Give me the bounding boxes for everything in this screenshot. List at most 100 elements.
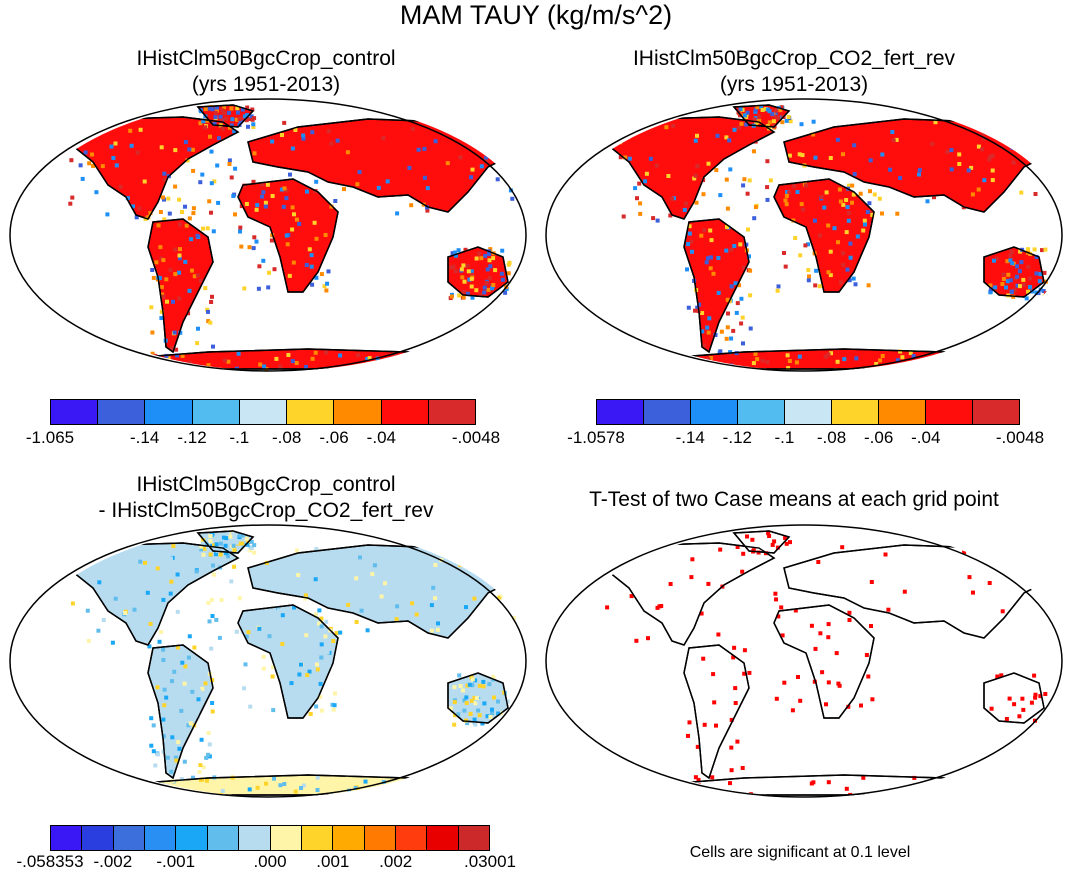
grid-cell [101,618,106,622]
grid-cell [863,222,867,227]
grid-cell [470,554,475,559]
grid-cell [358,555,362,560]
colorbar-swatch-5 [832,400,879,424]
grid-cell [482,285,487,290]
coastline [732,104,791,128]
grid-cell [250,107,255,112]
grid-cell [240,533,245,538]
grid-cell [161,597,166,602]
grid-cell [1042,545,1047,550]
grid-cell [500,248,505,253]
grid-cell [198,763,203,768]
grid-cell [247,117,252,121]
grid-cell [509,565,513,570]
grid-cell [1033,192,1038,196]
grid-cell [199,737,204,742]
colorbar-swatch-8 [428,400,475,424]
grid-cell [702,228,707,233]
map-panel-4 [545,524,1063,798]
grid-cell [1043,692,1048,696]
grid-cell [209,149,214,154]
grid-cell [482,701,487,706]
grid-cell [472,717,477,722]
grid-cell [811,119,816,124]
grid-cell [738,107,743,112]
grid-cell [1028,285,1032,290]
grid-cell [684,201,688,206]
grid-cell [158,245,163,250]
grid-cell [419,793,423,797]
grid-cell [458,684,463,688]
grid-cell [976,187,981,192]
colorbar-tick-label: -.002 [93,852,133,871]
grid-cell [172,330,177,335]
grid-cell [1021,277,1026,282]
grid-cell [469,698,474,703]
grid-cell [988,287,993,292]
grid-cell [500,161,505,166]
grid-cell [476,708,481,713]
grid-cell [191,775,195,780]
grid-cell [208,534,213,539]
grid-cell [173,184,178,189]
grid-cell [201,226,205,231]
grid-cell [433,139,438,144]
grid-cell [482,290,487,295]
grid-cell [199,778,204,782]
grid-cell [323,233,328,237]
grid-cell [706,581,711,586]
colorbar-tick-label: -.1 [229,428,250,447]
grid-cell [970,349,975,354]
grid-cell [228,534,233,539]
grid-cell [797,354,802,359]
grid-cell [790,708,795,713]
grid-cell [252,550,257,555]
grid-cell [178,247,182,252]
grid-cell [333,199,338,203]
grid-cell [216,790,220,795]
grid-cell [476,698,481,703]
grid-cell [1024,296,1029,301]
grid-cell [765,360,770,365]
grid-cell [214,108,219,113]
colorbar-panel-3 [50,825,490,851]
grid-cell [699,233,704,238]
coastline [147,644,214,780]
grid-cell [292,212,296,217]
grid-cell [242,286,247,291]
grid-cell [638,211,643,216]
grid-cell [319,624,324,629]
panel-3-title-line1: IHistClm50BgcCrop_control [136,473,396,496]
grid-cell [718,349,723,354]
grid-cell [355,182,360,187]
grid-cell [305,673,310,678]
grid-cell [458,352,463,357]
grid-cell [739,296,744,301]
grid-cell [481,684,486,689]
grid-cell [988,290,993,295]
grid-cell [150,351,155,356]
grid-cell [313,350,318,355]
colorbar-swatch-0 [597,400,644,424]
grid-cell [445,161,450,166]
grid-cell [270,139,275,144]
grid-cell [618,155,623,160]
grid-cell [131,204,135,209]
grid-cell [213,110,218,115]
grid-cell [868,189,872,194]
grid-cell [784,193,789,198]
grid-cell [740,315,745,320]
grid-cell [85,608,90,613]
grid-cell [317,608,322,613]
grid-cell [516,556,521,561]
grid-cell [449,294,454,299]
grid-cell [862,218,867,223]
grid-cell [473,701,478,706]
grid-cell [178,330,183,335]
grid-cell [431,585,436,590]
grid-cell [733,686,738,691]
grid-cell [999,673,1004,678]
grid-cell [170,679,174,684]
grid-cell [685,267,689,272]
grid-cell [697,302,702,307]
